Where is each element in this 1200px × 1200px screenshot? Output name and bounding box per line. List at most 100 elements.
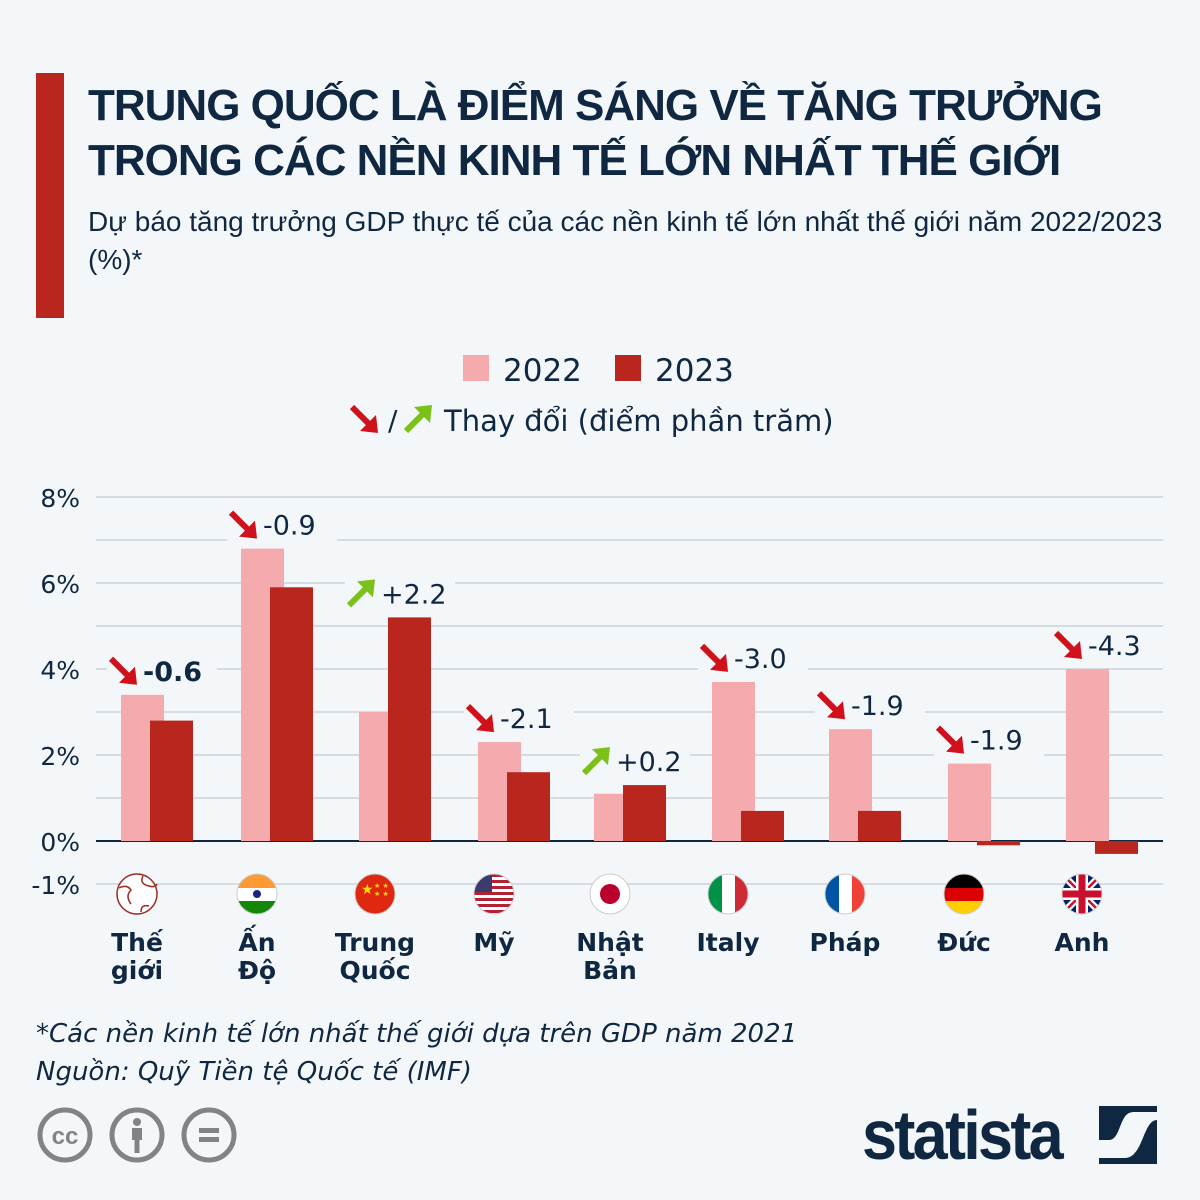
no-derivatives-icon[interactable] bbox=[180, 1106, 238, 1164]
flag-part bbox=[474, 877, 514, 880]
change-label: -1.9 bbox=[970, 726, 1023, 757]
flag-part bbox=[474, 874, 492, 892]
arrow-shaft bbox=[816, 691, 840, 714]
flag-part bbox=[474, 895, 514, 898]
flag-border bbox=[354, 873, 396, 915]
y-tick-label: 2% bbox=[40, 742, 80, 771]
flag-part bbox=[474, 898, 514, 901]
category-label: Anh bbox=[1055, 928, 1110, 957]
flag-part bbox=[474, 886, 514, 889]
category-label: giới bbox=[111, 956, 163, 985]
bar-group: -0.9 bbox=[227, 506, 337, 841]
change-label: +0.2 bbox=[616, 747, 682, 778]
flag-body bbox=[825, 874, 865, 914]
germany-flag-icon bbox=[943, 873, 985, 915]
category-label: Trung bbox=[335, 928, 415, 957]
bar-group: -4.3 bbox=[1052, 627, 1162, 854]
category-label: Nhật bbox=[576, 928, 644, 957]
change-label: -1.9 bbox=[851, 691, 904, 722]
arrow-head bbox=[476, 714, 494, 733]
china-flag-icon: ★ ★ ★★ ★ bbox=[354, 873, 396, 915]
flag-part bbox=[1078, 874, 1086, 914]
flag-part bbox=[355, 874, 395, 914]
flag-border bbox=[824, 873, 866, 915]
flag-part bbox=[708, 874, 722, 914]
uk-flag-icon bbox=[1061, 873, 1103, 915]
flag-border bbox=[1061, 873, 1103, 915]
legend-separator: / bbox=[388, 404, 398, 437]
arrow-up-icon bbox=[346, 579, 375, 608]
arrow-shaft bbox=[1053, 630, 1077, 654]
flag-part bbox=[474, 904, 514, 907]
category-label: Ấn bbox=[238, 924, 275, 957]
bar-2023 bbox=[858, 810, 901, 841]
flag-body bbox=[1062, 874, 1102, 914]
arrow-head bbox=[946, 735, 964, 754]
globe-flag-icon bbox=[116, 873, 158, 915]
flag-part bbox=[839, 874, 852, 914]
italy-flag-icon bbox=[707, 873, 749, 915]
category-label: Italy bbox=[697, 928, 760, 957]
arrow-head bbox=[592, 747, 610, 766]
arrow-shaft bbox=[349, 404, 373, 428]
flag-part bbox=[474, 889, 514, 892]
flag-body bbox=[237, 874, 277, 914]
statista-logo-icon bbox=[1099, 1106, 1158, 1164]
bar-group: -1.9 bbox=[934, 721, 1044, 846]
change-label: +2.2 bbox=[381, 579, 447, 610]
flag-part bbox=[722, 874, 735, 914]
y-tick-label: -1% bbox=[31, 871, 80, 900]
brand-text: statista bbox=[862, 1096, 1064, 1174]
page-title: TRUNG QUỐC LÀ ĐIỂM SÁNG VỀ TĂNG TRƯỞNG T… bbox=[88, 81, 1103, 185]
arrow-down-icon bbox=[699, 643, 728, 672]
cc-icon[interactable]: cc bbox=[36, 1106, 94, 1164]
change-label: -0.6 bbox=[143, 657, 202, 688]
attribution-icon[interactable] bbox=[108, 1106, 166, 1164]
change-label: -4.3 bbox=[1088, 631, 1141, 662]
bar-group: -3.0 bbox=[698, 639, 808, 841]
bar-chart: 2022 2023 / Thay đổi (điểm phần trăm) 8% 6% 4%… bbox=[31, 353, 1163, 985]
footnote-text: *Các nền kinh tế lớn nhất thế giới dựa t… bbox=[36, 1019, 798, 1049]
usa-flag-icon bbox=[473, 873, 515, 915]
arrow-down-icon bbox=[465, 703, 494, 733]
bar-2023 bbox=[270, 587, 313, 841]
flag-border bbox=[943, 873, 985, 915]
arrow-down-icon bbox=[228, 510, 257, 539]
category-label: Đức bbox=[937, 928, 991, 957]
arrow-head bbox=[357, 579, 375, 598]
arrow-shaft bbox=[935, 725, 959, 748]
flag-part bbox=[474, 880, 514, 883]
flag-part bbox=[944, 901, 984, 914]
header: TRUNG QUỐC LÀ ĐIỂM SÁNG VỀ TĂNG TRƯỞNG T… bbox=[36, 73, 1196, 318]
bar-group: -0.6 bbox=[107, 652, 217, 841]
flag-border bbox=[589, 873, 631, 915]
bar-group: -1.9 bbox=[815, 687, 925, 841]
arrow-shaft bbox=[403, 410, 427, 434]
flag-part bbox=[474, 883, 514, 886]
category-label: Bản bbox=[583, 956, 637, 985]
arrow-head bbox=[360, 415, 378, 433]
star: ★ ★ bbox=[374, 890, 389, 898]
flag-body: ★ ★ ★★ ★ bbox=[355, 874, 395, 914]
legend-swatch-2022 bbox=[463, 355, 489, 381]
arrow-head bbox=[119, 666, 137, 685]
flag-part bbox=[474, 901, 514, 904]
globe-continents bbox=[118, 875, 158, 913]
source-text: Nguồn: Quỹ Tiền tệ Quốc tế (IMF) bbox=[36, 1057, 472, 1087]
arrow-down-icon bbox=[816, 691, 845, 720]
statista-logo: statista bbox=[862, 1096, 1158, 1174]
bar-2023 bbox=[1095, 841, 1138, 854]
legend-swatch-2023 bbox=[615, 355, 641, 381]
star: ★ ★ bbox=[374, 882, 389, 890]
header-text: TRUNG QUỐC LÀ ĐIỂM SÁNG VỀ TĂNG TRƯỞNG T… bbox=[88, 73, 1196, 318]
bar-2023 bbox=[507, 772, 550, 841]
bar-2023 bbox=[977, 841, 1020, 846]
change-label: -3.0 bbox=[734, 644, 787, 675]
arrow-shaft bbox=[465, 703, 489, 727]
svg-text:cc: cc bbox=[52, 1123, 79, 1150]
arrow-down-icon bbox=[1053, 630, 1082, 659]
arrow-up-icon bbox=[403, 405, 432, 434]
arrow-head bbox=[239, 520, 257, 539]
bar-2023 bbox=[623, 785, 666, 841]
flag-border bbox=[236, 873, 278, 915]
